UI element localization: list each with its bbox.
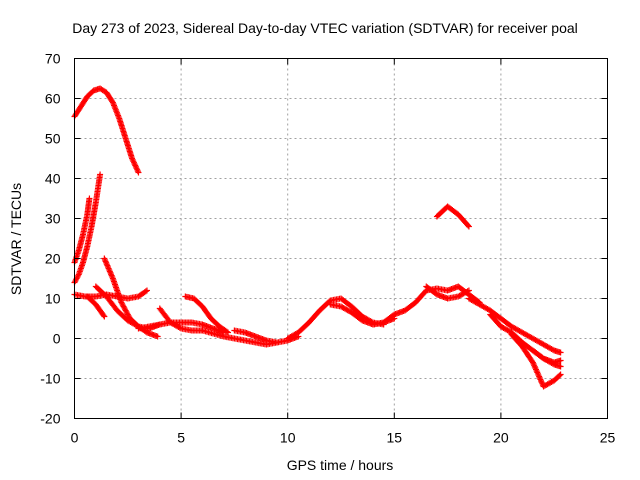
series-arc-18 bbox=[465, 295, 564, 356]
data-point-marker bbox=[86, 195, 93, 202]
tick-layer: 0 5 10 15 20 25 -20 -10 0 10 20 30 40 50 60 70 bbox=[40, 51, 615, 446]
data-point-marker bbox=[557, 357, 564, 364]
series-arc-20 bbox=[508, 331, 564, 390]
series-arc-21 bbox=[529, 347, 564, 370]
series-arc-7 bbox=[101, 255, 161, 340]
y-tick-label: 10 bbox=[45, 291, 61, 307]
x-axis-label: GPS time / hours bbox=[287, 457, 394, 473]
data-point-marker bbox=[549, 360, 556, 367]
series-arc-9 bbox=[156, 305, 206, 334]
data-point-marker bbox=[557, 363, 564, 370]
data-point-marker bbox=[154, 333, 161, 340]
series-arc-2 bbox=[71, 195, 93, 266]
y-axis-label: SDTVAR / TECUs bbox=[8, 183, 24, 295]
data-point-marker bbox=[101, 313, 108, 320]
plot-frame bbox=[74, 58, 608, 419]
series-arc-10 bbox=[182, 293, 232, 336]
series-arc-17 bbox=[433, 203, 472, 230]
series-arc-16 bbox=[423, 283, 472, 302]
data-point-marker bbox=[557, 371, 564, 378]
data-point-marker bbox=[176, 324, 183, 331]
data-point-marker bbox=[556, 372, 563, 379]
data-point-marker bbox=[135, 169, 142, 176]
data-point-marker bbox=[75, 272, 82, 279]
y-tick-label: -10 bbox=[40, 371, 60, 387]
series-arc-1 bbox=[71, 85, 142, 176]
data-point-marker bbox=[465, 287, 472, 294]
y-tick-label: 0 bbox=[53, 331, 61, 347]
y-tick-label: -20 bbox=[40, 411, 60, 427]
y-tick-label: 20 bbox=[45, 251, 61, 267]
data-point-marker bbox=[274, 339, 281, 346]
data-point-marker bbox=[142, 288, 149, 295]
y-tick-label: 30 bbox=[45, 211, 61, 227]
data-point-marker bbox=[223, 328, 230, 335]
y-tick-label: 40 bbox=[45, 171, 61, 187]
data-point-marker bbox=[464, 288, 471, 295]
series-arc-12 bbox=[231, 327, 281, 346]
series-arc-5 bbox=[84, 293, 108, 320]
x-tick-label: 10 bbox=[280, 430, 296, 446]
y-tick-label: 50 bbox=[45, 131, 61, 147]
data-point-marker bbox=[465, 223, 472, 230]
series-arc-13 bbox=[284, 295, 387, 342]
data-point-marker bbox=[109, 98, 116, 105]
x-tick-label: 15 bbox=[387, 430, 403, 446]
grid-layer bbox=[74, 58, 608, 419]
y-tick-label: 70 bbox=[45, 51, 61, 67]
x-tick-label: 5 bbox=[177, 430, 185, 446]
data-point-marker bbox=[143, 287, 150, 294]
data-point-marker bbox=[100, 312, 107, 319]
data-layer bbox=[71, 85, 564, 390]
y-tick-label: 60 bbox=[45, 91, 61, 107]
data-point-marker bbox=[557, 349, 564, 356]
data-point-marker bbox=[464, 222, 471, 229]
x-tick-label: 20 bbox=[493, 430, 509, 446]
data-point-marker bbox=[97, 171, 104, 178]
data-point-marker bbox=[549, 346, 556, 353]
chart-title: Day 273 of 2023, Sidereal Day-to-day VTE… bbox=[72, 20, 578, 36]
x-tick-label: 0 bbox=[71, 430, 79, 446]
x-tick-label: 25 bbox=[600, 430, 616, 446]
